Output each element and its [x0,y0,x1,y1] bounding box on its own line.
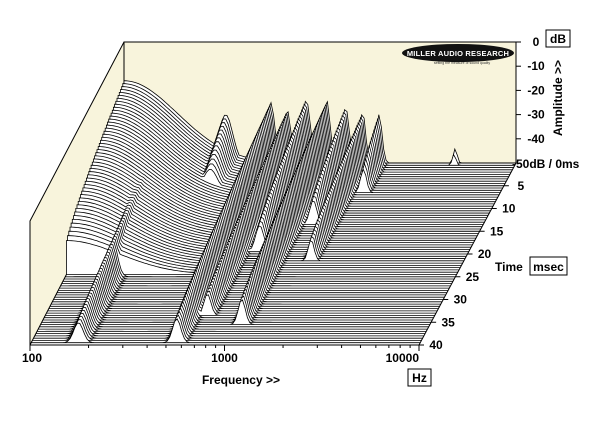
amplitude-axis-label: Amplitude >> [551,60,565,136]
time-tick-label: 10 [502,202,516,216]
time-tick-label: 25 [466,270,480,284]
x-axis-label: Frequency >> [202,373,280,387]
x-tick-label: 10000 [386,351,420,365]
logo-tagline: setting the measure of sound quality [434,61,490,65]
time-tick-label: 30 [454,293,468,307]
x-unit-box [407,368,432,387]
x-tick-label: 1000 [211,351,238,365]
logo: MILLER AUDIO RESEARCH setting the measur… [402,44,514,65]
time-tick-label: 5 [518,179,525,193]
amplitude-tick-label: 0 [533,35,540,49]
amplitude-unit-box [545,29,571,48]
time-axis-label: Time [495,260,523,274]
time-tick-label: 40 [429,338,443,352]
amplitude-tick-label: -40 [527,132,545,146]
time-tick-label: 35 [441,315,455,329]
x-tick-label: 100 [22,351,42,365]
time-unit-label: msec [533,260,564,274]
time-tick-label: 20 [478,247,492,261]
slice [31,318,421,344]
amplitude-tick-label: -10 [527,59,545,73]
logo-text: MILLER AUDIO RESEARCH [407,49,509,58]
amplitude-tick-label: -30 [527,108,545,122]
time-tick-label: 15 [490,224,504,238]
x-unit-label: Hz [412,371,427,385]
amplitude-floor-label: -50dB / 0ms [512,157,580,171]
time-unit-box [529,256,568,276]
axes: 100 1000 10000 0 -10 -20 -30 -40 510 15 20 25 30 35 40 [22,35,545,365]
amplitude-unit-label: dB [550,32,566,46]
waterfall-slices [31,80,516,344]
axis-labels: Frequency >> Hz dB Amplitude >> -50dB / … [202,29,580,387]
amplitude-tick-label: -20 [527,83,545,97]
